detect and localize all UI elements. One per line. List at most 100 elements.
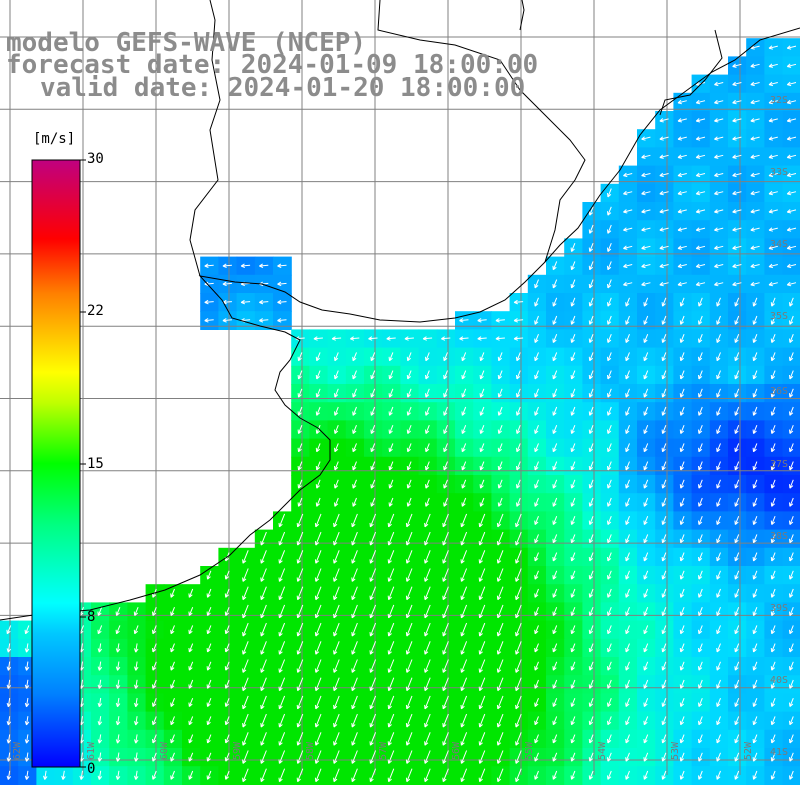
wind-arrow — [516, 425, 521, 434]
wind-arrow — [588, 661, 594, 671]
wind-arrow — [552, 443, 558, 453]
wind-cell — [764, 766, 784, 785]
wind-cell — [236, 693, 256, 713]
wind-cell — [309, 584, 329, 603]
wind-arrow — [495, 336, 505, 341]
wind-arrow — [259, 299, 269, 305]
wind-arrow — [460, 604, 468, 619]
wind-arrow — [534, 315, 539, 325]
wind-arrow — [552, 716, 558, 726]
wind-cell — [546, 711, 565, 731]
wind-arrow — [460, 713, 468, 728]
wind-arrow — [659, 263, 669, 269]
wind-arrow — [313, 336, 323, 341]
wind-arrow — [789, 406, 794, 416]
wind-arrow — [296, 695, 304, 710]
wind-arrow — [443, 461, 448, 471]
wind-cell — [345, 365, 365, 385]
wind-cell — [746, 475, 765, 494]
wind-arrow — [661, 461, 667, 471]
wind-cell — [473, 475, 492, 494]
wind-cell — [746, 766, 765, 785]
wind-cell — [400, 766, 420, 785]
wind-arrow — [716, 352, 721, 362]
wind-cell — [546, 584, 565, 603]
border-river-uruguay — [189, 0, 221, 277]
wind-arrow — [134, 716, 139, 726]
wind-arrow — [115, 661, 121, 671]
wind-cell — [291, 475, 310, 494]
wind-cell — [600, 438, 620, 458]
wind-cell — [236, 729, 256, 749]
wind-arrow — [296, 713, 304, 728]
wind-cell — [273, 693, 292, 713]
wind-cell — [764, 493, 784, 512]
wind-arrow — [786, 209, 797, 214]
wind-arrow — [641, 136, 651, 141]
wind-arrow — [716, 698, 721, 707]
wind-arrow — [97, 661, 103, 671]
wind-cell — [637, 693, 656, 713]
wind-arrow — [314, 659, 322, 673]
wind-arrow — [333, 513, 340, 528]
wind-cell — [345, 711, 365, 731]
wind-cell — [673, 566, 693, 585]
wind-arrow — [714, 245, 724, 250]
wind-arrow — [570, 315, 576, 325]
wind-arrow — [352, 479, 357, 489]
wind-cell — [673, 729, 693, 749]
wind-cell — [691, 511, 711, 531]
wind-arrow — [643, 352, 649, 362]
wind-arrow — [714, 136, 724, 141]
wind-cell — [291, 456, 310, 476]
wind-arrow — [534, 770, 539, 780]
wind-arrow — [277, 281, 287, 287]
wind-arrow — [534, 443, 539, 453]
wind-cell — [728, 748, 747, 767]
wind-arrow — [352, 461, 357, 471]
wind-arrow — [714, 118, 724, 123]
wind-arrow — [370, 425, 376, 434]
wind-arrow — [625, 625, 630, 635]
wind-arrow — [425, 461, 430, 471]
wind-cell — [527, 766, 547, 785]
wind-arrow — [789, 516, 794, 525]
wind-arrow — [534, 570, 539, 580]
wind-arrow — [314, 550, 322, 564]
wind-arrow — [698, 406, 703, 416]
wind-cell — [637, 384, 656, 403]
wind-arrow — [552, 334, 558, 343]
wind-arrow — [770, 315, 776, 325]
wind-cell — [291, 511, 310, 531]
wind-cell — [291, 420, 310, 440]
wind-arrow — [786, 172, 797, 178]
wind-cell — [509, 711, 529, 731]
wind-cell — [327, 693, 347, 713]
wind-arrow — [515, 641, 522, 655]
wind-cell — [218, 675, 238, 694]
wind-cell — [764, 620, 784, 640]
wind-arrow — [386, 336, 396, 341]
wind-arrow — [278, 659, 286, 673]
wind-arrow — [659, 227, 669, 232]
wind-arrow — [260, 641, 267, 655]
wind-cell — [637, 329, 656, 349]
wind-cell — [400, 547, 420, 567]
wind-cell — [400, 438, 420, 458]
wind-arrow — [607, 698, 612, 707]
wind-arrow — [534, 643, 539, 653]
wind-arrow — [661, 297, 667, 307]
wind-arrow — [461, 443, 467, 453]
wind-arrow — [552, 679, 558, 689]
wind-cell — [273, 638, 292, 658]
wind-arrow — [6, 697, 12, 708]
wind-arrow — [607, 497, 612, 507]
wind-arrow — [534, 625, 539, 635]
wind-arrow — [677, 136, 687, 141]
wind-cell — [327, 365, 347, 385]
wind-arrow — [115, 625, 121, 635]
wind-arrow — [643, 588, 649, 598]
wind-arrow — [716, 625, 721, 635]
wind-cell — [691, 657, 711, 676]
wind-arrow — [496, 677, 504, 692]
